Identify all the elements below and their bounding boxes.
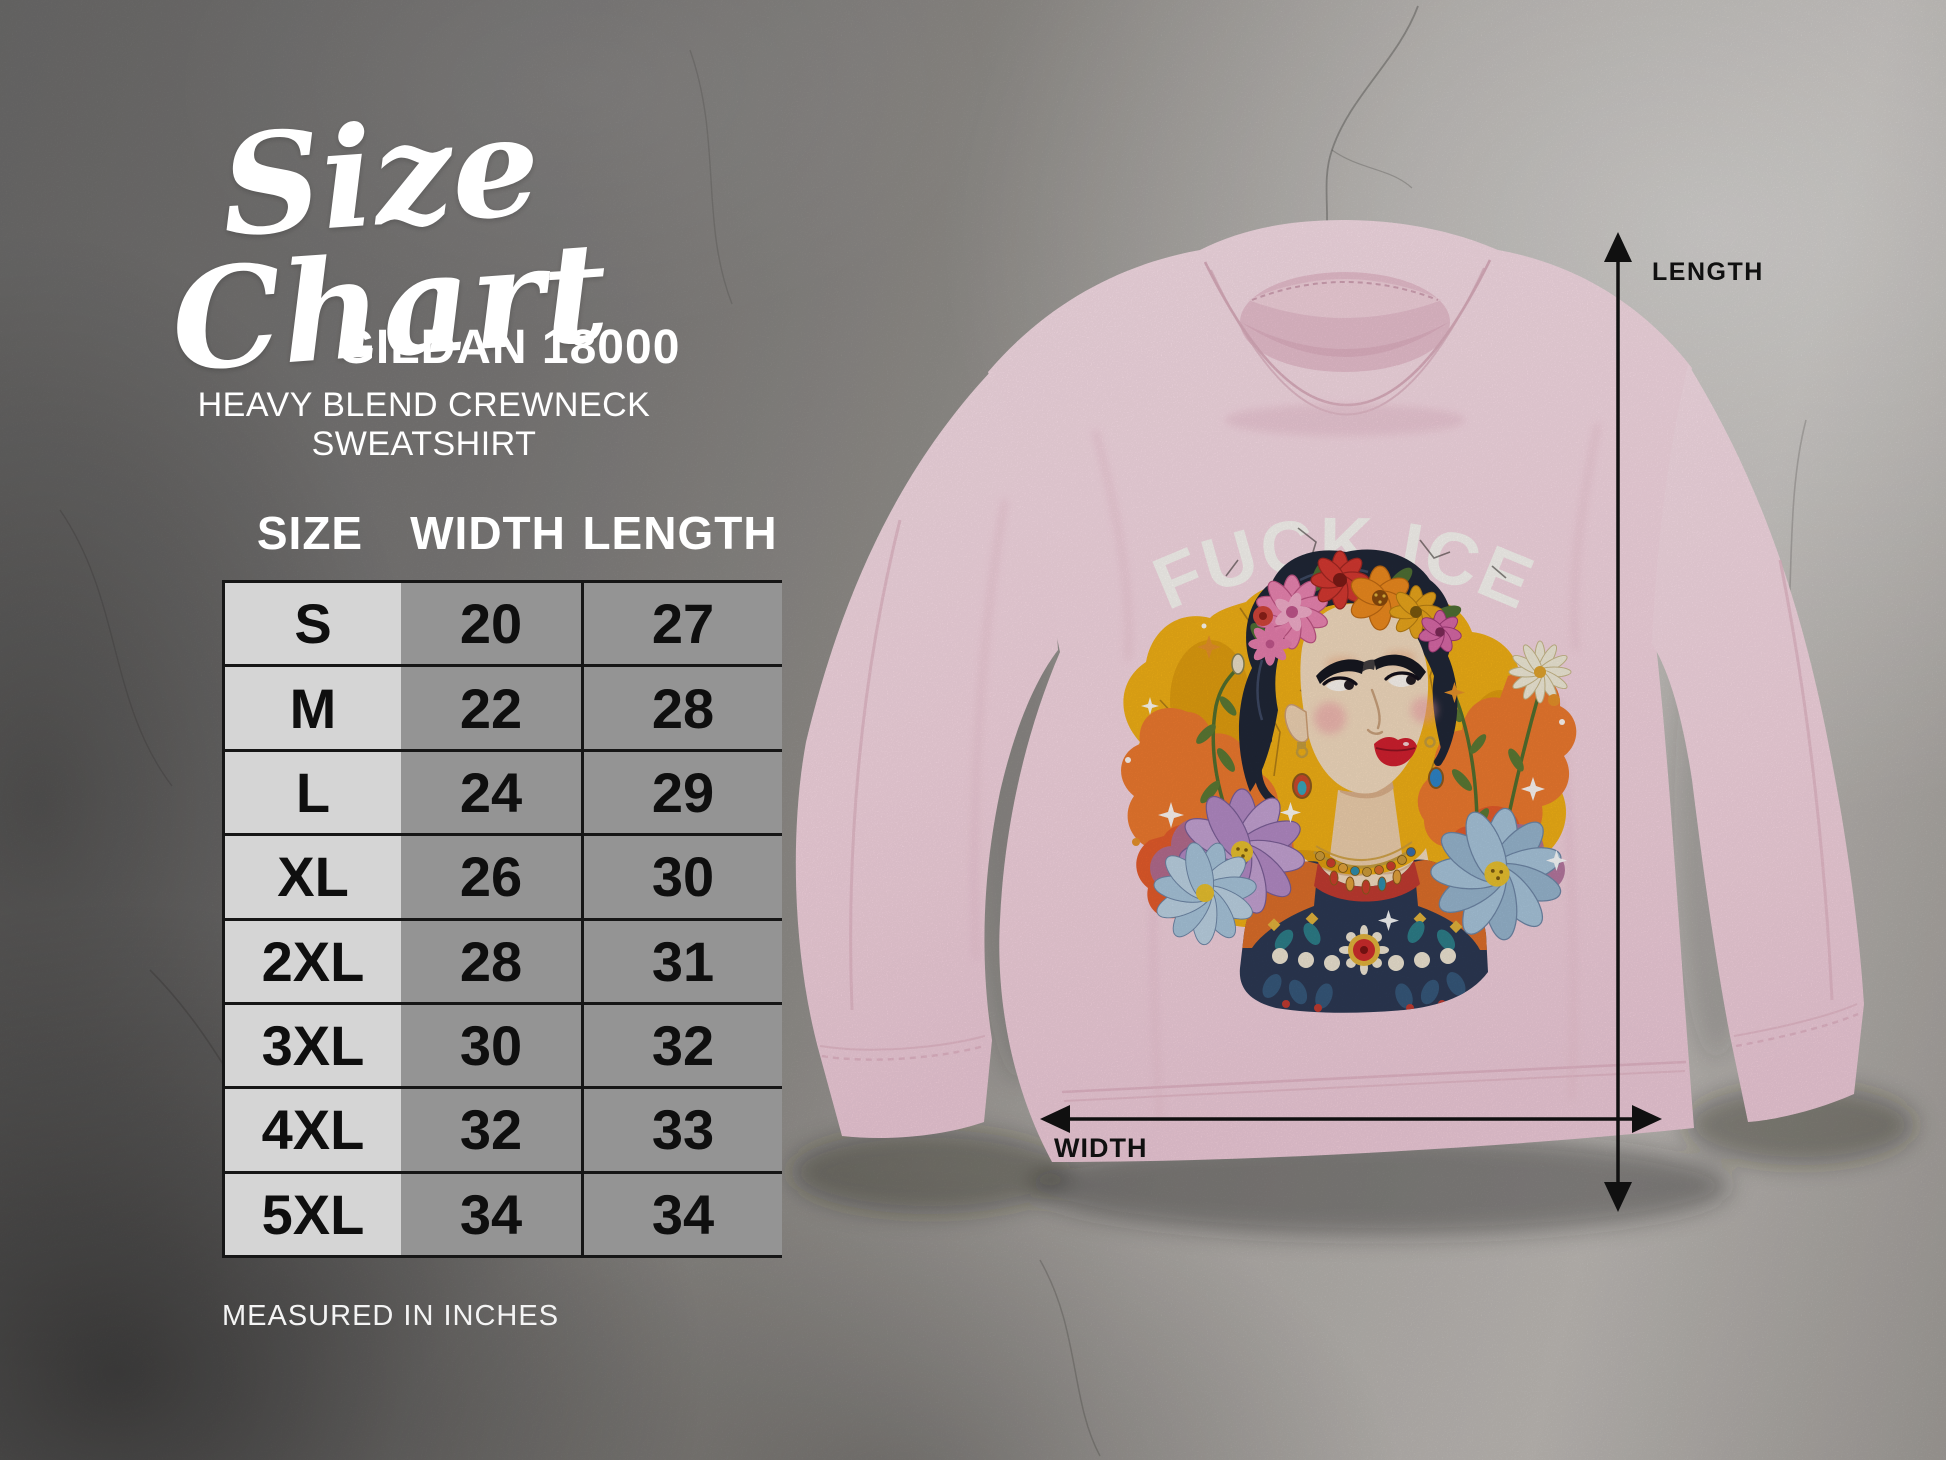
width-cell: 28 bbox=[401, 920, 581, 1002]
width-cell: 20 bbox=[401, 583, 581, 665]
table-row: 2XL 28 31 bbox=[225, 920, 782, 1002]
table-row: XL 26 30 bbox=[225, 836, 782, 918]
width-label: WIDTH bbox=[1054, 1133, 1147, 1163]
width-measure-arrow bbox=[1040, 1105, 1662, 1133]
width-cell: 24 bbox=[401, 751, 581, 834]
product-model: GILDAN 18000 bbox=[337, 321, 681, 374]
length-cell: 29 bbox=[581, 751, 782, 834]
size-cell: 3XL bbox=[225, 1004, 401, 1087]
length-cell: 30 bbox=[581, 836, 782, 918]
length-cell: 33 bbox=[581, 1089, 782, 1171]
size-cell: L bbox=[225, 751, 401, 834]
size-cell: S bbox=[225, 583, 401, 665]
width-cell: 32 bbox=[401, 1089, 581, 1171]
length-cell: 34 bbox=[581, 1173, 782, 1255]
table-row: L 24 29 bbox=[225, 751, 782, 834]
table-row: 4XL 32 33 bbox=[225, 1089, 782, 1171]
width-cell: 26 bbox=[401, 836, 581, 918]
column-header-size: SIZE bbox=[256, 507, 364, 559]
size-cell: M bbox=[225, 667, 401, 749]
column-header-width: WIDTH bbox=[410, 507, 566, 559]
size-cell: 4XL bbox=[225, 1089, 401, 1171]
table-row: M 22 28 bbox=[225, 667, 782, 749]
width-cell: 34 bbox=[401, 1173, 581, 1255]
length-cell: 31 bbox=[581, 920, 782, 1002]
table-row: 3XL 30 32 bbox=[225, 1004, 782, 1087]
size-cell: 2XL bbox=[225, 920, 401, 1002]
column-header-length: LENGTH bbox=[582, 507, 778, 559]
measurement-note: MEASURED IN INCHES bbox=[222, 1300, 560, 1332]
table-row: 5XL 34 34 bbox=[225, 1173, 782, 1255]
size-table: S 20 27 M 22 28 L 24 29 XL 26 30 2XL 28 … bbox=[222, 580, 782, 1258]
product-description: HEAVY BLEND CREWNECK SWEATSHIRT bbox=[197, 386, 651, 463]
length-cell: 28 bbox=[581, 667, 782, 749]
length-cell: 32 bbox=[581, 1004, 782, 1087]
length-label: LENGTH bbox=[1652, 258, 1764, 286]
table-row: S 20 27 bbox=[225, 583, 782, 665]
size-cell: 5XL bbox=[225, 1173, 401, 1255]
length-cell: 27 bbox=[581, 583, 782, 665]
size-cell: XL bbox=[225, 836, 401, 918]
width-cell: 30 bbox=[401, 1004, 581, 1087]
width-cell: 22 bbox=[401, 667, 581, 749]
length-measure-arrow bbox=[1604, 232, 1632, 1212]
